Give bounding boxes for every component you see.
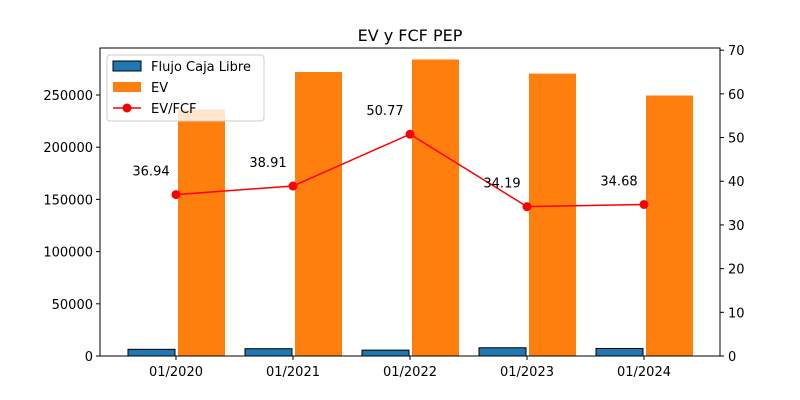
data-label-evfcf: 34.68 [600, 174, 637, 189]
bar-ev [295, 72, 342, 357]
bar-fcf [595, 347, 644, 357]
data-label-evfcf: 36.94 [132, 165, 169, 180]
legend-marker-evfcf [122, 103, 132, 113]
legend: Flujo Caja Libre EV EV/FCF [106, 54, 265, 122]
bar-fcf [244, 348, 293, 357]
point-evfcf [171, 190, 181, 200]
point-evfcf [522, 202, 532, 212]
y-right-tick-label: 70 [728, 44, 745, 59]
point-evfcf [639, 199, 649, 209]
bar-ev [529, 73, 576, 357]
y-left-tick-label: 200000 [43, 141, 93, 156]
axes-layer: 0 50000 100000 150000 200000 250000 0 10 20 30 40 5… [43, 44, 744, 380]
point-evfcf [288, 181, 298, 191]
y-right-tick-label: 60 [728, 88, 745, 103]
y-left-tick-label: 100000 [43, 246, 93, 261]
legend-label-ev: EV [151, 81, 168, 96]
y-right-tick-label: 50 [728, 132, 745, 147]
x-tick-label: 01/2024 [617, 365, 671, 380]
y-left-tick-label: 250000 [43, 89, 93, 104]
data-label-evfcf: 50.77 [366, 104, 403, 119]
bar-ev [646, 95, 693, 357]
x-tick-label: 01/2023 [500, 365, 554, 380]
bar-ev [178, 109, 225, 356]
line-layer: 36.94 38.91 50.77 34.19 34.68 [132, 104, 649, 212]
legend-box [106, 54, 265, 122]
y-right-tick-label: 20 [728, 263, 745, 278]
y-right-tick-label: 10 [728, 306, 745, 321]
y-right-tick-label: 40 [728, 175, 745, 190]
legend-label-evfcf: EV/FCF [151, 102, 197, 117]
legend-label-fcf: Flujo Caja Libre [151, 60, 251, 75]
data-label-evfcf: 38.91 [249, 156, 286, 171]
x-tick-label: 01/2022 [383, 365, 437, 380]
bar-fcf [478, 347, 527, 357]
bar-fcf [127, 348, 176, 357]
y-right-tick-label: 0 [728, 350, 736, 365]
x-tick-label: 01/2020 [149, 365, 203, 380]
bar-fcf [361, 349, 410, 357]
data-label-evfcf: 34.19 [483, 177, 520, 192]
legend-swatch-fcf [112, 60, 142, 72]
x-tick-label: 01/2021 [266, 365, 320, 380]
y-left-tick-label: 0 [85, 350, 93, 365]
legend-swatch-ev [113, 82, 141, 92]
point-evfcf [405, 129, 415, 139]
bars-layer [127, 59, 693, 357]
bar-ev [412, 59, 459, 357]
y-left-tick-label: 150000 [43, 193, 93, 208]
y-left-tick-label: 50000 [52, 298, 93, 313]
chart-title: EV y FCF PEP [358, 26, 463, 45]
y-right-tick-label: 30 [728, 219, 745, 234]
